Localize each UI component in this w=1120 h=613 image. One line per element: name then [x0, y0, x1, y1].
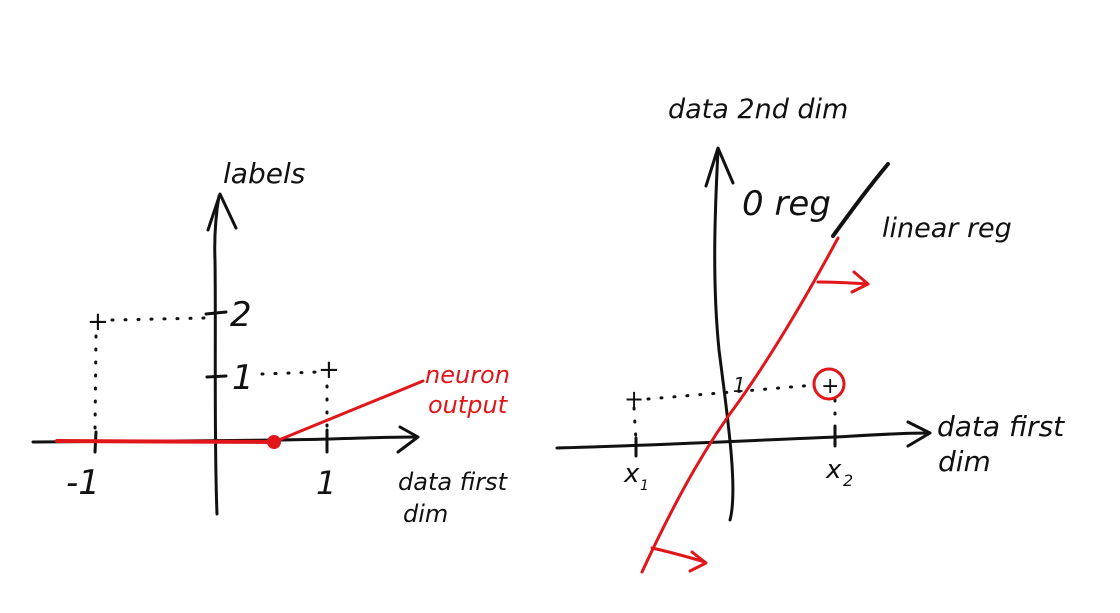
linear-region-label: linear reg [882, 213, 1012, 244]
left-y-axis-label: labels [223, 157, 305, 190]
neuron-output-flat-segment [55, 439, 276, 444]
right-guide-h [646, 383, 817, 401]
right-y-axis-arrowhead [704, 146, 735, 188]
right-plus-marker-left: + [624, 385, 644, 413]
right-y-tick-label-1: 1 [733, 373, 746, 397]
left-guide-h-2 [110, 316, 207, 322]
left-x-tick-label-neg1: -1 [66, 463, 100, 503]
right-y-axis [713, 148, 735, 522]
right-guide-v-x1 [632, 406, 638, 442]
right-x-tick-label-x2: x [825, 455, 842, 485]
left-plus-marker-b: + [318, 355, 340, 385]
right-plot: data 2nd dim 0 reg linear reg 1 + + x 1 … [555, 94, 1065, 574]
right-y-axis-label: data 2nd dim [668, 94, 848, 125]
left-plus-marker-a: + [87, 307, 109, 337]
right-x-tick-label-x2-subscript: 2 [843, 471, 853, 490]
zero-region-label: 0 reg [742, 184, 831, 224]
left-guide-v-neg1 [93, 334, 98, 434]
left-x-tick-label-1: 1 [316, 464, 336, 502]
right-x-tick-label-x1: x [623, 459, 640, 489]
neuron-output-kink-point [267, 435, 281, 449]
left-y-tick-label-1: 1 [232, 358, 254, 398]
left-x-axis-label-line1: data first [398, 468, 509, 496]
left-y-tick-label-2: 2 [230, 295, 252, 335]
neuron-output-ramp-segment [272, 379, 425, 444]
highlighted-point-circle [812, 367, 846, 401]
left-y-axis [213, 194, 221, 516]
right-plus-marker-circled: + [821, 374, 839, 399]
region-boundary-black [831, 162, 890, 238]
left-plot: labels 2 1 + + -1 1 data first dim neuro… [31, 157, 510, 528]
neuron-output-label-line2: output [428, 391, 509, 419]
left-y-tick-2 [204, 310, 228, 316]
decision-arrow-bottom [650, 546, 708, 573]
left-y-tick-1 [205, 374, 228, 379]
right-x-tick-label-x1-subscript: 1 [640, 478, 649, 494]
left-x-axis-label-line2: dim [403, 500, 448, 528]
left-y-axis-arrowhead [206, 192, 238, 232]
right-x-axis-label-line2: dim [938, 445, 991, 478]
left-guide-h-1 [260, 370, 320, 376]
right-x-axis [555, 431, 930, 450]
left-x-axis-arrowhead [396, 425, 420, 454]
right-x-axis-arrowhead [906, 420, 932, 448]
neuron-output-label-line1: neuron [425, 361, 510, 389]
right-x-axis-label-line1: data first [937, 410, 1065, 443]
decision-arrow-top [816, 270, 870, 294]
decision-boundary-line [640, 236, 840, 574]
